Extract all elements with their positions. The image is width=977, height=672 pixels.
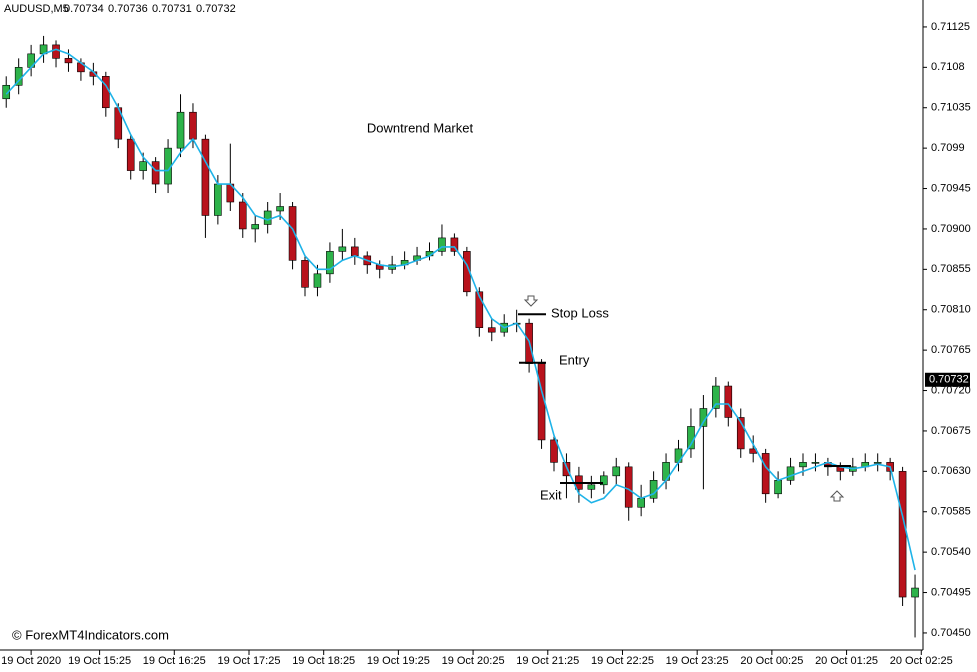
y-tick-label: 0.7108 [931, 61, 965, 73]
candle-body [649, 480, 658, 499]
candle-body [52, 44, 60, 59]
x-tick-label: 19 Oct 17:25 [217, 655, 280, 667]
y-tick-label: 0.70630 [931, 465, 971, 477]
annotation: Downtrend Market [367, 120, 474, 135]
watermark: © ForexMT4Indicators.com [12, 627, 169, 642]
up-arrow-icon [829, 490, 845, 502]
y-tick-label: 0.70540 [931, 546, 971, 558]
candle-body [612, 466, 621, 477]
y-tick-label: 0.70450 [931, 627, 971, 639]
x-tick-label: 20 Oct 02:25 [890, 655, 953, 667]
x-tick-label: 19 Oct 15:25 [68, 655, 131, 667]
x-tick-label: 20 Oct 00:25 [740, 655, 803, 667]
candle-body [276, 206, 284, 212]
candle-body [438, 237, 446, 252]
candle-body [712, 385, 720, 409]
candle-body [102, 76, 110, 109]
candle-body [151, 161, 160, 185]
candle-body [338, 246, 347, 252]
moving-average [5, 48, 916, 571]
candle-body [736, 417, 745, 450]
candle-body [288, 206, 297, 261]
candle-body [624, 466, 633, 508]
y-tick-label: 0.71035 [931, 102, 971, 114]
x-tick-label: 19 Oct 19:25 [367, 655, 430, 667]
y-tick-label: 0.70810 [931, 304, 971, 316]
y-tick-label: 0.70945 [931, 182, 971, 194]
candle-body [550, 439, 558, 463]
candle-body [475, 291, 484, 328]
candle-body [2, 84, 11, 100]
candle-body [774, 480, 782, 495]
candle-body [251, 224, 260, 230]
candle-body [898, 471, 907, 598]
candle-body [201, 138, 210, 216]
candle-body [214, 183, 222, 216]
header-close: 0.70732 [196, 3, 236, 15]
y-tick-label: 0.7099 [931, 142, 965, 154]
candle-body [326, 251, 334, 275]
candle-body [674, 448, 683, 463]
candle-body [873, 462, 882, 464]
candle-body [811, 462, 820, 464]
candle-body [351, 246, 359, 257]
current-price-label: 0.70732 [929, 374, 969, 386]
header-high: 0.70736 [108, 3, 148, 15]
x-tick-label: 19 Oct 20:25 [442, 655, 505, 667]
header-low: 0.70731 [152, 3, 192, 15]
x-tick-label: 19 Oct 22:25 [591, 655, 654, 667]
current-price-box [925, 372, 970, 387]
x-tick-label: 19 Oct 2020 [1, 655, 61, 667]
candle-body [724, 385, 733, 418]
candle-body [301, 260, 309, 288]
x-tick-label: 19 Oct 23:25 [666, 655, 729, 667]
down-arrow-icon [523, 295, 539, 307]
candle-body [126, 138, 135, 171]
x-tick-label: 20 Oct 01:25 [815, 655, 878, 667]
candle-body [487, 327, 496, 333]
level-label: Exit [540, 487, 562, 502]
y-tick-label: 0.70495 [931, 586, 971, 598]
candle-body [786, 466, 795, 481]
candle-body [263, 210, 272, 225]
header-open: 0.70734 [64, 3, 104, 15]
candle-body [176, 111, 185, 149]
x-tick-label: 19 Oct 16:25 [143, 655, 206, 667]
candle-body [600, 475, 608, 486]
candle-body [450, 237, 459, 252]
candle-body [911, 587, 919, 598]
level-label: Stop Loss [551, 305, 609, 320]
level-label: Entry [559, 352, 590, 367]
candle-body [799, 462, 807, 468]
y-tick-label: 0.70765 [931, 344, 971, 356]
candle-body [761, 453, 770, 495]
candle-body [238, 201, 247, 230]
y-tick-label: 0.70675 [931, 425, 971, 437]
y-tick-label: 0.71125 [931, 21, 970, 33]
y-tick-label: 0.70720 [931, 384, 971, 396]
y-tick-label: 0.70585 [931, 506, 971, 518]
y-tick-label: 0.70855 [931, 263, 971, 275]
candle-body [562, 462, 571, 477]
symbol: AUDUSD,M5 [4, 3, 69, 15]
x-tick-label: 19 Oct 18:25 [292, 655, 355, 667]
candle-body [64, 58, 73, 64]
candle-body [139, 161, 147, 171]
candle-body [189, 111, 197, 140]
candle-body [587, 484, 596, 490]
candle-body [313, 273, 322, 288]
y-tick-label: 0.70900 [931, 223, 971, 235]
candle-body [637, 497, 645, 508]
x-tick-label: 19 Oct 21:25 [516, 655, 579, 667]
